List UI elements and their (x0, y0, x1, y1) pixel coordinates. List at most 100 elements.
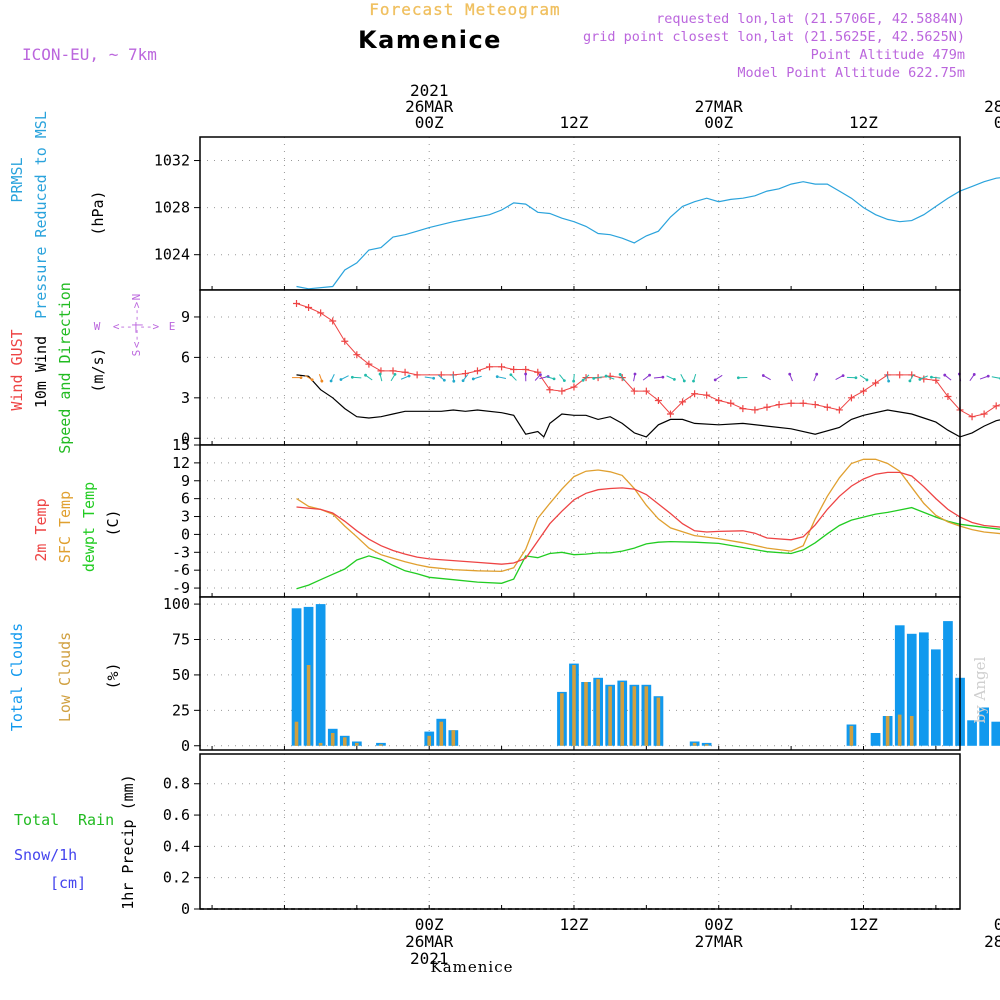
gust-marker (534, 368, 542, 376)
bottom-time-axis: 00Z26MAR202112Z00Z27MAR12Z00Z28MAR12Z (405, 915, 1000, 968)
wind-arrowhead (854, 376, 858, 380)
wind-ytick-label: 3 (181, 389, 190, 407)
gust-marker (546, 386, 554, 394)
gust-marker (992, 402, 1000, 410)
temp-ytick-label: 9 (181, 472, 190, 490)
temperature-labels: 2m Temp SFC Temp dewpt Temp (C) (32, 482, 122, 572)
bottom-axis-label: 27MAR (695, 932, 744, 951)
clouds-ytick-label: 0 (181, 737, 190, 755)
wind-arrowhead (562, 379, 566, 383)
low-cloud-bar (343, 737, 347, 746)
low-cloud-bar (849, 725, 854, 746)
top-axis-label: 26MAR (405, 97, 454, 116)
temp-ytick-label: 12 (172, 454, 190, 472)
bottom-axis-label: 00Z (415, 915, 444, 934)
wind-arrowhead (407, 374, 411, 378)
wind-arrow (497, 376, 507, 380)
total-cloud-bar (943, 621, 953, 746)
wind-arrowhead (986, 374, 990, 378)
clouds-frame (199, 596, 961, 751)
gust-marker (510, 366, 518, 374)
gust-marker (317, 309, 325, 317)
wind-arrow (400, 375, 410, 380)
gust-marker (413, 371, 421, 379)
wind-arrowhead (393, 372, 397, 376)
temp-ytick-label: 3 (181, 508, 190, 526)
gust-marker (473, 367, 481, 375)
total-cloud-bar (979, 707, 989, 746)
pressure-msl-label: Pressure Reduced to MSL (32, 111, 50, 319)
wind-arrowhead (633, 372, 637, 376)
prmsl-label: PRMSL (8, 157, 26, 202)
total-cloud-bar (894, 625, 905, 746)
clouds-ytick-label: 100 (163, 595, 190, 613)
low-cloud-bar (330, 733, 335, 746)
wind-arrow (835, 375, 844, 381)
wind-arrowhead (887, 379, 891, 383)
gust-marker (341, 337, 349, 345)
top-axis-label: 00Z (704, 113, 733, 132)
wind-arrowhead (865, 378, 869, 382)
wind-arrow (473, 375, 482, 380)
top-axis-label: 28MAR (984, 97, 1000, 116)
point-altitude: Point Altitude 479m (811, 47, 965, 63)
wind-arrowhead (648, 373, 651, 377)
total-cloud-bar (991, 721, 1000, 746)
gust-marker (775, 401, 783, 409)
gust-marker (630, 387, 638, 395)
gust-marker (365, 360, 373, 368)
gust-marker (835, 406, 843, 414)
low-cloud-bar (355, 742, 359, 746)
gust-marker (498, 363, 506, 371)
wind-ytick-label: 6 (181, 348, 190, 366)
low-cloud-bar (318, 742, 323, 746)
low-cloud-bar (294, 721, 299, 746)
wind-arrowhead (815, 372, 819, 376)
wind-arrow (352, 376, 362, 379)
compass-arrows: <--|--> (113, 320, 160, 333)
gust-marker (968, 413, 976, 421)
gust-marker (896, 371, 904, 379)
wind-arrow (545, 375, 555, 380)
pressure-background (200, 137, 960, 290)
gust-marker (654, 397, 662, 405)
wind-arrowhead (509, 373, 513, 377)
wind-arrowhead (364, 373, 367, 377)
wind-arrowhead (761, 374, 765, 377)
gust-marker (570, 383, 578, 391)
wind-arrowhead (661, 375, 665, 379)
precip-labels: Total Rain Snow/1h [cm] 1hr Precip (mm) (14, 774, 137, 909)
wind-arrowhead (432, 376, 436, 380)
top-axis-label: 12Z (560, 113, 589, 132)
gust-marker (679, 398, 687, 406)
total-cloud-bar (919, 632, 929, 746)
wind-arrowhead (581, 378, 585, 382)
bottom-axis-label: 00Z (704, 915, 733, 934)
wind-arrowhead (461, 379, 465, 383)
clouds-background (200, 597, 960, 750)
total-cloud-bar (870, 733, 881, 746)
precip-frame (199, 753, 961, 910)
wind-arrowhead (471, 377, 475, 381)
gust-marker (329, 317, 337, 325)
gust-marker (293, 299, 301, 307)
gust-marker (727, 399, 735, 407)
wind-arrow (653, 376, 663, 379)
pressure-ytick-label: 1032 (154, 152, 190, 170)
gust-marker (522, 366, 530, 374)
precip-ytick-label: 0.8 (163, 775, 190, 793)
wind-arrowhead (841, 374, 845, 377)
temp-ytick-label: -6 (172, 561, 190, 579)
low-cloud-bar (644, 686, 649, 746)
wind-arrowhead (572, 379, 576, 383)
footer-location: Kamenice (431, 958, 514, 976)
wind-arrowhead (672, 378, 676, 381)
gust-marker (980, 410, 988, 418)
gridpoint-coords: grid point closest lon,lat (21.5625E, 42… (583, 29, 965, 45)
bottom-axis-label: 26MAR (405, 932, 454, 951)
wind-arrowhead (918, 377, 922, 381)
wind-panel: 0 3 6 9 (181, 289, 1000, 447)
gust-marker (389, 367, 397, 375)
wind-arrow (666, 375, 675, 380)
compass-s: S (130, 350, 143, 357)
